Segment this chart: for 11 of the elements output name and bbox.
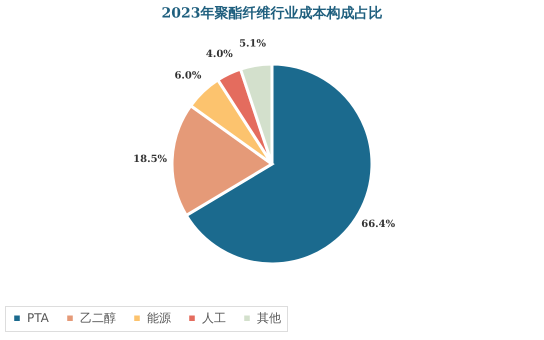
legend-label: 人工 [202, 311, 226, 326]
legend-label: 其他 [257, 311, 281, 326]
data-label: 4.0% [206, 48, 234, 60]
legend-label: 能源 [147, 311, 171, 326]
chart-title: 2023年聚酯纤维行业成本构成占比 [162, 4, 382, 22]
legend-label: 乙二醇 [80, 311, 116, 326]
legend-label: PTA [27, 311, 50, 326]
data-label: 66.4% [361, 219, 396, 230]
data-label: 18.5% [133, 154, 168, 166]
data-label: 6.0% [174, 70, 202, 82]
data-label: 5.1% [239, 38, 266, 50]
